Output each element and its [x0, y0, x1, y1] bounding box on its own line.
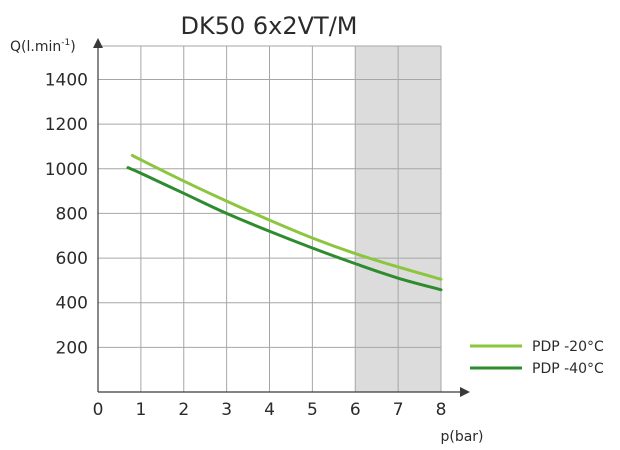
y-tick-label: 1200 — [45, 115, 88, 135]
x-tick-label: 4 — [264, 400, 275, 420]
y-axis-arrow — [93, 38, 103, 48]
series-line-2 — [126, 166, 443, 292]
series-lines — [126, 153, 443, 292]
legend: PDP -20°C PDP -40°C — [470, 339, 604, 377]
y-tick-label: 600 — [56, 249, 88, 269]
y-axis-label: Q(l.min-1) — [10, 38, 76, 55]
series-line-1 — [130, 153, 443, 281]
legend-label-1: PDP -20°C — [532, 339, 604, 355]
x-axis-label: p(bar) — [440, 429, 483, 445]
x-tick-label: 1 — [135, 400, 146, 420]
legend-label-2: PDP -40°C — [532, 361, 604, 377]
x-tick-label: 6 — [350, 400, 361, 420]
x-tick-label: 8 — [436, 400, 447, 420]
axes — [93, 38, 470, 397]
y-tick-label: 1000 — [45, 160, 88, 180]
x-tick-label: 2 — [178, 400, 189, 420]
y-tick-label: 400 — [56, 294, 88, 314]
x-tick-label: 5 — [307, 400, 318, 420]
x-tick-label: 7 — [393, 400, 404, 420]
tick-labels: 0 1 2 3 4 5 6 7 8 200 400 600 800 1000 1200 1400 — [45, 70, 447, 420]
x-tick-label: 0 — [93, 400, 104, 420]
y-tick-label: 200 — [56, 338, 88, 358]
grid — [98, 45, 442, 392]
x-tick-label: 3 — [221, 400, 232, 420]
y-tick-label: 1400 — [45, 70, 88, 90]
y-tick-label: 800 — [56, 204, 88, 224]
chart-title: DK50 6x2VT/M — [181, 12, 358, 40]
x-axis-arrow — [460, 387, 470, 397]
